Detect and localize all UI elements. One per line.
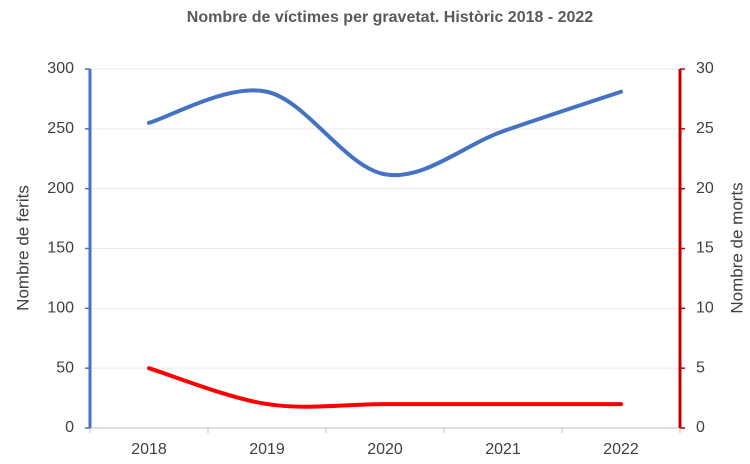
y2-tick-label: 10 — [696, 300, 714, 317]
y-tick-label: 150 — [47, 240, 74, 257]
x-tick-label: 2019 — [249, 441, 285, 458]
y2-tick-label: 20 — [696, 180, 714, 197]
x-tick-label: 2021 — [485, 441, 521, 458]
y-axis-title: Nombre de ferits — [13, 185, 32, 311]
chart-title: Nombre de víctimes per gravetat. Històri… — [187, 9, 594, 26]
y2-tick-label: 5 — [696, 359, 705, 376]
x-tick-label: 2022 — [603, 441, 639, 458]
y-tick-label: 0 — [65, 419, 74, 436]
y2-tick-label: 15 — [696, 240, 714, 257]
y-tick-label: 200 — [47, 180, 74, 197]
y-tick-label: 100 — [47, 300, 74, 317]
y-tick-label: 50 — [56, 359, 74, 376]
x-tick-label: 2020 — [367, 441, 403, 458]
y2-tick-label: 30 — [696, 60, 714, 77]
y2-tick-label: 0 — [696, 419, 705, 436]
x-tick-label: 2018 — [131, 441, 167, 458]
line-series — [147, 88, 623, 178]
y-tick-label: 250 — [47, 120, 74, 137]
line-series — [147, 366, 623, 409]
y2-tick-label: 25 — [696, 120, 714, 137]
y2-axis-title: Nombre de morts — [727, 182, 746, 313]
y-tick-label: 300 — [47, 60, 74, 77]
